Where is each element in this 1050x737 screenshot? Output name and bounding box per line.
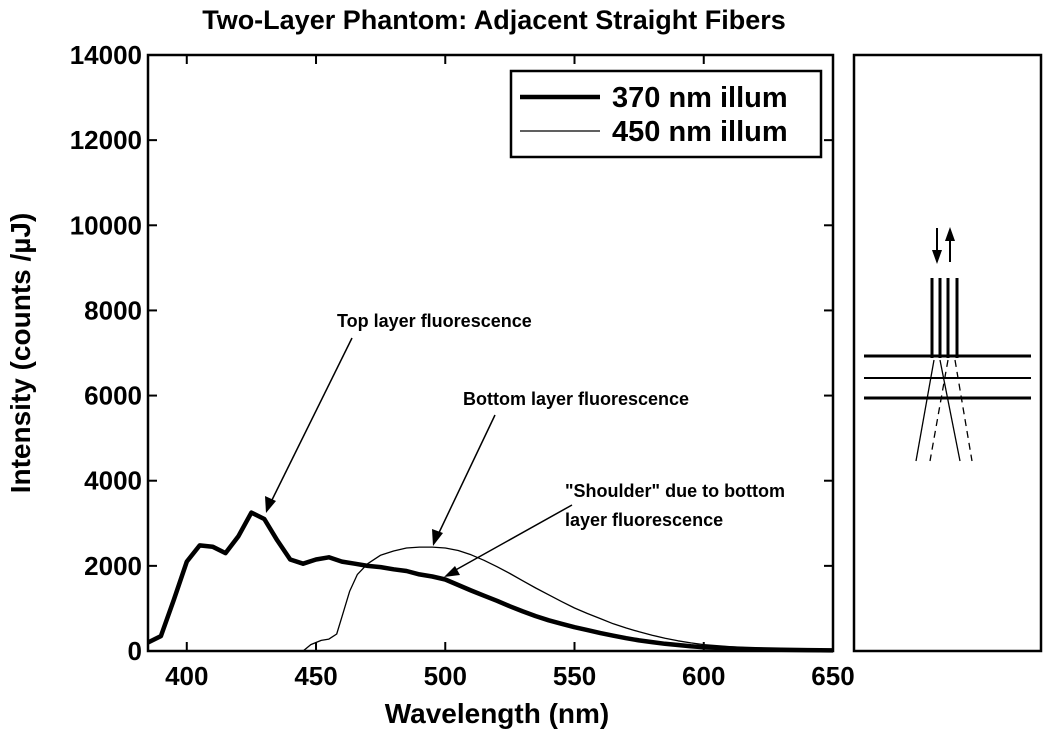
schematic-collection-cone-right <box>954 359 973 462</box>
x-tick-label: 550 <box>553 661 596 691</box>
x-tick-labels: 400 450 500 550 600 650 <box>165 661 855 691</box>
annotation-shoulder-line1: "Shoulder" due to bottom <box>565 481 785 501</box>
annotation-bottom-layer: Bottom layer fluorescence <box>463 389 689 409</box>
y-tick-label: 4000 <box>84 466 142 496</box>
y-tick-label: 10000 <box>70 210 142 240</box>
annotation-shoulder-arrow <box>451 504 573 573</box>
x-axis-label: Wavelength (nm) <box>385 698 610 729</box>
x-tick-label: 600 <box>682 661 725 691</box>
annotations: Top layer fluorescence Bottom layer fluo… <box>265 311 785 577</box>
schematic-collection-cone-left <box>929 359 949 462</box>
x-tick-label: 650 <box>811 661 854 691</box>
annotation-bottom-layer-arrowhead <box>432 529 443 546</box>
annotation-shoulder-line2: layer fluorescence <box>565 510 723 530</box>
chart-title: Two-Layer Phantom: Adjacent Straight Fib… <box>202 5 786 35</box>
y-tick-label: 6000 <box>84 381 142 411</box>
schematic-down-arrow-icon <box>932 250 942 264</box>
schematic-illumination-cone-right <box>939 359 961 462</box>
y-tick-label: 0 <box>128 636 142 666</box>
y-tick-label: 8000 <box>84 295 142 325</box>
series-layer <box>147 510 834 653</box>
x-tick-label: 400 <box>165 661 208 691</box>
legend: 370 nm illum 450 nm illum <box>509 69 823 159</box>
legend-label-450nm: 450 nm illum <box>612 116 788 148</box>
schematic-up-arrow-icon <box>945 227 955 241</box>
annotation-shoulder-arrowhead <box>444 566 460 577</box>
y-tick-label: 14000 <box>70 40 142 70</box>
x-tick-label: 450 <box>294 661 337 691</box>
schematic-illumination-cone-left <box>915 359 935 462</box>
x-tick-label: 500 <box>424 661 467 691</box>
series-line-450nm-illum <box>302 546 834 652</box>
plot-frame <box>146 53 835 653</box>
annotation-top-layer-arrow <box>268 337 353 507</box>
y-tick-labels: 0 2000 4000 6000 8000 10000 12000 14000 <box>70 40 142 666</box>
y-tick-label: 2000 <box>84 551 142 581</box>
y-tick-label: 12000 <box>70 125 142 155</box>
series-line-370nm-illum <box>147 510 834 653</box>
annotation-top-layer: Top layer fluorescence <box>337 311 532 331</box>
annotation-top-layer-arrowhead <box>265 496 276 513</box>
legend-label-370nm: 370 nm illum <box>612 82 788 114</box>
y-axis-label: Intensity (counts /µJ) <box>5 213 36 494</box>
fiber-geometry-schematic <box>852 53 1043 653</box>
annotation-bottom-layer-arrow <box>435 414 496 540</box>
legend-box <box>509 69 823 159</box>
